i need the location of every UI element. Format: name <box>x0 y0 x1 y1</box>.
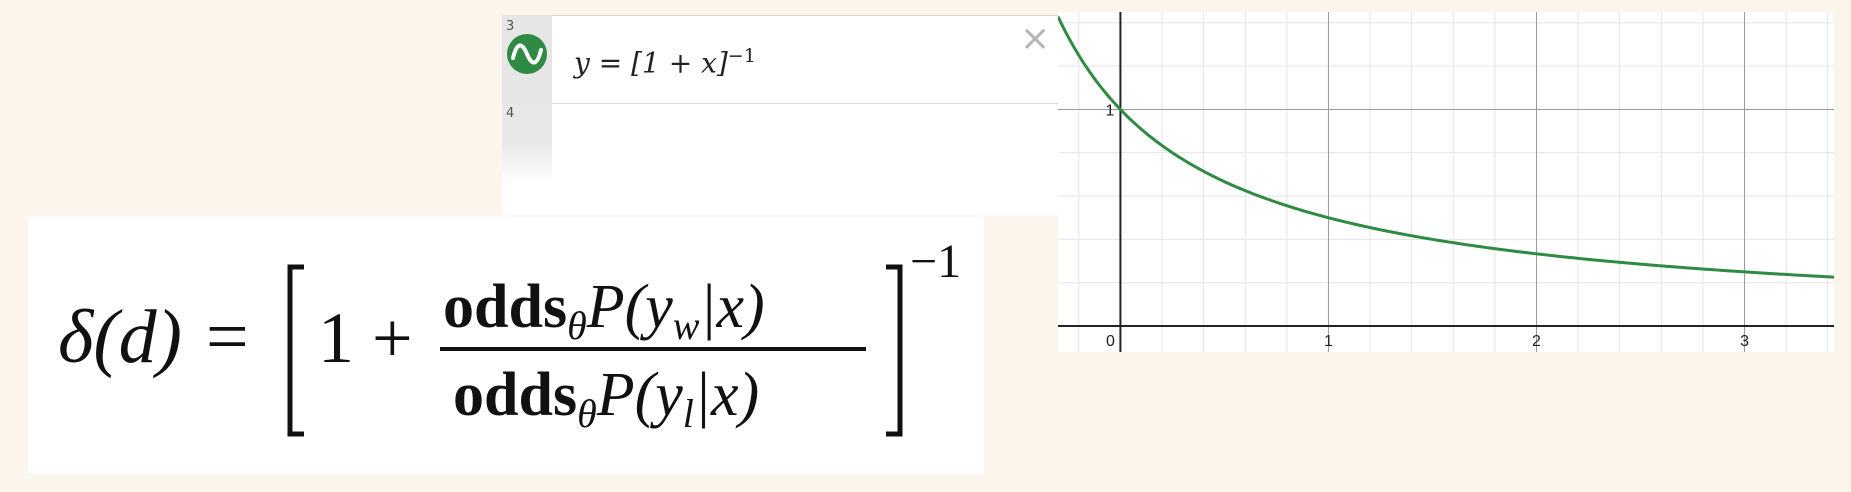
formula-lhs: δ(d) = <box>58 295 252 379</box>
graph-plot[interactable]: 0 1 2 3 1 <box>1056 12 1835 352</box>
row-divider <box>552 15 1058 16</box>
expression-text: y = [1 + x] <box>574 46 728 80</box>
numerator-end: |x) <box>699 273 764 341</box>
formula-exponent: −1 <box>910 235 961 288</box>
formula-numerator: oddsθP(yw|x) <box>443 273 765 348</box>
x-tick-label: 0 <box>1106 333 1115 350</box>
numerator-odds: odds <box>443 273 567 341</box>
denominator-odds: odds <box>453 361 577 429</box>
row-number-3: 3 <box>506 19 515 34</box>
numerator-sub: w <box>673 303 700 348</box>
graph-background <box>1058 12 1834 352</box>
numerator-theta: θ <box>567 303 587 348</box>
numerator-p: P(y <box>586 273 674 341</box>
x-tick-label: 2 <box>1532 333 1541 350</box>
formula-denominator: oddsθP(yl|x) <box>453 361 759 436</box>
row-number-4: 4 <box>506 106 515 121</box>
formula-image: δ(d) = 1 + oddsθP(yw|x) oddsθP(yl|x) −1 <box>58 235 961 437</box>
expression-panel: 3 4 y = [1 + x]−1 × <box>502 15 1058 215</box>
denominator-end: |x) <box>694 361 759 429</box>
x-tick-label: 3 <box>1740 333 1749 350</box>
sine-wave-icon[interactable] <box>507 34 547 74</box>
expression-input[interactable]: y = [1 + x]−1 <box>574 45 756 79</box>
row-divider <box>552 103 1058 104</box>
denominator-theta: θ <box>577 391 597 436</box>
denominator-sub: l <box>683 391 694 436</box>
graph-canvas[interactable]: 0 1 2 3 1 <box>1056 12 1835 352</box>
empty-expression-row[interactable] <box>552 104 1058 184</box>
y-tick-label: 1 <box>1106 102 1115 119</box>
formula-one-plus: 1 + <box>318 298 413 378</box>
curve-series <box>1056 15 1835 279</box>
right-bracket <box>886 264 903 437</box>
close-icon[interactable]: × <box>1020 18 1051 59</box>
formula-card: δ(d) = 1 + oddsθP(yw|x) oddsθP(yl|x) −1 <box>28 217 984 474</box>
x-tick-label: 1 <box>1324 333 1333 350</box>
denominator-p: P(y <box>596 361 684 429</box>
expression-exponent: −1 <box>727 45 756 67</box>
left-bracket <box>287 264 304 437</box>
